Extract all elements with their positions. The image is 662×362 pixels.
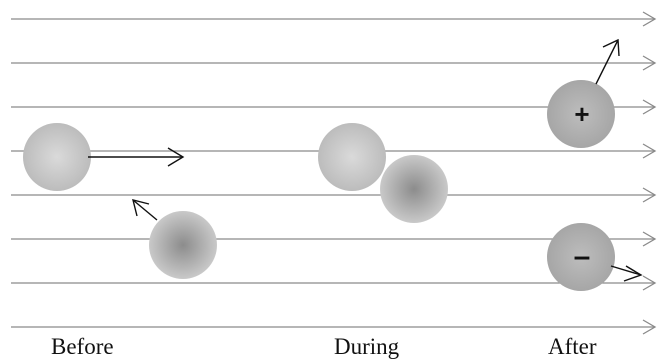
- field-lines: [11, 11, 657, 335]
- negative-particle: [547, 223, 615, 291]
- during-light-particle: [318, 123, 386, 191]
- during-stage: [318, 123, 448, 223]
- field-line-arrowhead-icon: [642, 187, 657, 203]
- field-line-arrowhead-icon: [642, 99, 657, 115]
- before-dark-particle: [149, 211, 217, 279]
- before-dark-velocity-arrow: [132, 199, 158, 221]
- positive-velocity-arrow: [595, 38, 620, 85]
- after-stage: + –: [547, 38, 643, 291]
- negative-velocity-arrow: [610, 265, 643, 282]
- during-dark-particle: [380, 155, 448, 223]
- before-light-velocity-arrow: [88, 147, 185, 167]
- field-line-arrowhead-icon: [642, 143, 657, 159]
- positive-sign: +: [574, 99, 589, 129]
- field-line-arrowhead-icon: [642, 319, 657, 335]
- before-light-particle: [23, 123, 91, 191]
- before-label: Before: [51, 334, 114, 359]
- field-line-arrowhead-icon: [642, 275, 657, 291]
- before-stage: [23, 123, 217, 279]
- field-line-arrowhead-icon: [642, 55, 657, 71]
- field-line-arrowhead-icon: [642, 231, 657, 247]
- field-line-arrowhead-icon: [642, 11, 657, 27]
- during-label: During: [334, 334, 400, 359]
- negative-sign: –: [574, 240, 591, 273]
- positive-particle: [547, 80, 615, 148]
- after-label: After: [548, 334, 597, 359]
